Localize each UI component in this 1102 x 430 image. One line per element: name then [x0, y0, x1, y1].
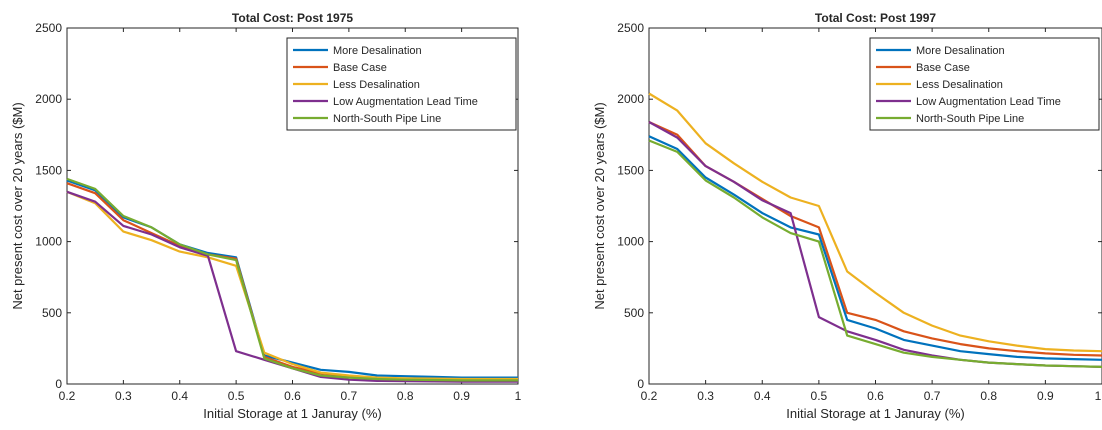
y-tick-label: 1000 [617, 235, 644, 249]
y-tick-label: 500 [42, 306, 62, 320]
x-tick-label: 0.3 [697, 389, 714, 403]
x-tick-label: 0.6 [867, 389, 884, 403]
legend-label-5: North-South Pipe Line [916, 113, 1024, 125]
y-tick-label: 1000 [35, 235, 62, 249]
series-line-5 [66, 177, 518, 382]
series-line-5 [648, 139, 1102, 368]
x-tick-label: 1 [515, 389, 522, 403]
x-tick-label: 0.5 [228, 389, 245, 403]
chart-title: Total Cost: Post 1997 [815, 11, 936, 25]
y-axis-label: Net present cost over 20 years ($M) [10, 102, 25, 309]
x-tick-label: 0.2 [641, 389, 658, 403]
x-tick-label: 0.5 [811, 389, 828, 403]
y-axis-label: Net present cost over 20 years ($M) [592, 102, 607, 309]
y-tick-label: 2000 [617, 92, 644, 106]
legend-label-2: Base Case [916, 62, 970, 74]
legend-label-1: More Desalination [916, 45, 1005, 57]
x-tick-label: 0.9 [1037, 389, 1054, 403]
x-tick-label: 0.3 [115, 389, 132, 403]
y-tick-label: 0 [637, 377, 644, 391]
series-line-1 [648, 135, 1102, 361]
series-line-3 [66, 190, 518, 381]
x-tick-label: 0.7 [341, 389, 358, 403]
y-tick-label: 1500 [617, 163, 644, 177]
y-tick-label: 2500 [617, 21, 644, 35]
legend-label-4: Low Augmentation Lead Time [916, 96, 1061, 108]
x-tick-label: 0.4 [754, 389, 771, 403]
y-tick-label: 2000 [35, 92, 62, 106]
legend: More Desalination Base Case Less Desalinat… [286, 37, 517, 131]
x-tick-label: 0.4 [171, 389, 188, 403]
legend-label-2: Base Case [333, 62, 387, 74]
legend-label-1: More Desalination [333, 45, 422, 57]
legend-label-3: Less Desalination [916, 79, 1003, 91]
chart-title: Total Cost: Post 1975 [232, 11, 353, 25]
legend: More Desalination Base Case Less Desalinat… [869, 37, 1100, 131]
x-tick-label: 0.7 [924, 389, 941, 403]
chart-panel-1: Total Cost: Post 1975 0.2 0.3 0.4 0.5 0.6 0.7 0… [10, 11, 522, 421]
x-tick-label: 0.8 [980, 389, 997, 403]
legend-label-5: North-South Pipe Line [333, 113, 441, 125]
x-tick-label: 1 [1095, 389, 1102, 403]
x-axis-label: Initial Storage at 1 Januray (%) [786, 406, 964, 421]
x-tick-label: 0.6 [284, 389, 301, 403]
legend-label-4: Low Augmentation Lead Time [333, 96, 478, 108]
y-tick-label: 0 [55, 377, 62, 391]
x-tick-label: 0.8 [397, 389, 414, 403]
chart-panel-2: Total Cost: Post 1997 0.2 0.3 0.4 0.5 0.6 0.7 0… [592, 11, 1102, 421]
legend-label-3: Less Desalination [333, 79, 420, 91]
y-tick-label: 500 [624, 306, 644, 320]
x-tick-label: 0.2 [59, 389, 76, 403]
x-axis-label: Initial Storage at 1 Januray (%) [203, 406, 381, 421]
y-tick-label: 1500 [35, 163, 62, 177]
x-tick-label: 0.9 [453, 389, 470, 403]
series-line-3 [648, 92, 1102, 353]
y-tick-label: 2500 [35, 21, 62, 35]
